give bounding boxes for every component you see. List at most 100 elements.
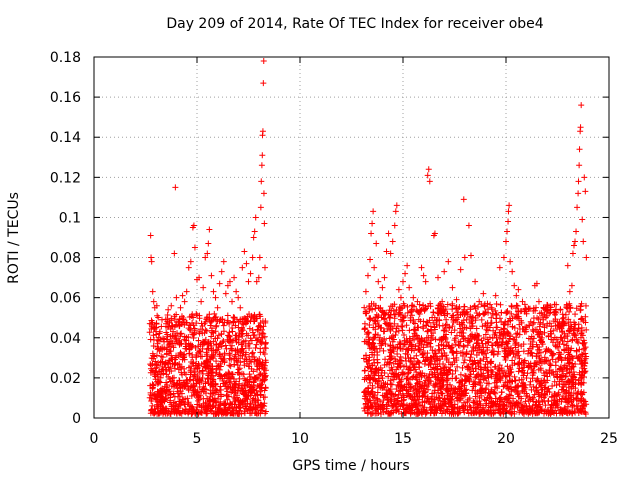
data-point bbox=[248, 365, 255, 372]
data-point bbox=[166, 319, 173, 326]
data-point bbox=[484, 367, 491, 374]
data-point bbox=[493, 339, 500, 346]
data-point bbox=[443, 339, 450, 346]
data-point bbox=[364, 385, 371, 392]
data-point bbox=[488, 407, 495, 414]
data-point bbox=[223, 385, 230, 392]
data-point bbox=[371, 264, 378, 271]
data-point bbox=[430, 319, 437, 326]
data-point bbox=[436, 360, 443, 367]
data-point bbox=[462, 402, 469, 409]
data-point bbox=[208, 327, 215, 334]
data-point bbox=[433, 317, 440, 324]
data-point bbox=[383, 405, 390, 412]
data-point bbox=[147, 389, 154, 396]
data-point bbox=[580, 340, 587, 347]
data-point bbox=[190, 389, 197, 396]
data-point bbox=[235, 366, 242, 373]
data-point bbox=[409, 302, 416, 309]
data-point bbox=[527, 381, 534, 388]
data-point bbox=[572, 360, 579, 367]
data-point bbox=[231, 380, 238, 387]
data-point bbox=[488, 399, 495, 406]
data-point bbox=[380, 347, 387, 354]
data-point bbox=[150, 368, 157, 375]
data-point bbox=[463, 373, 470, 380]
data-point bbox=[178, 313, 185, 320]
y-tick-label: 0.14 bbox=[50, 130, 81, 146]
data-point bbox=[438, 336, 445, 343]
data-point bbox=[414, 335, 421, 342]
data-point bbox=[230, 319, 237, 326]
data-point bbox=[486, 394, 493, 401]
data-point bbox=[488, 358, 495, 365]
data-point bbox=[245, 278, 252, 285]
data-point bbox=[570, 390, 577, 397]
data-point bbox=[445, 399, 452, 406]
data-point bbox=[401, 363, 408, 370]
data-point bbox=[580, 238, 587, 245]
data-point bbox=[423, 322, 430, 329]
data-point bbox=[410, 388, 417, 395]
data-point bbox=[154, 399, 161, 406]
data-point bbox=[559, 338, 566, 345]
data-point bbox=[237, 404, 244, 411]
data-point bbox=[218, 316, 225, 323]
data-point bbox=[444, 310, 451, 317]
data-point bbox=[383, 248, 390, 255]
data-point bbox=[525, 397, 532, 404]
data-point bbox=[437, 365, 444, 372]
data-point bbox=[190, 335, 197, 342]
data-point bbox=[168, 315, 175, 322]
data-point bbox=[260, 190, 267, 197]
data-point bbox=[573, 403, 580, 410]
data-point bbox=[226, 370, 233, 377]
data-point bbox=[262, 318, 269, 325]
data-point bbox=[497, 301, 504, 308]
data-point bbox=[422, 357, 429, 364]
data-point bbox=[195, 328, 202, 335]
data-point bbox=[242, 349, 249, 356]
data-point bbox=[530, 367, 537, 374]
data-point bbox=[364, 272, 371, 279]
data-point bbox=[226, 278, 233, 285]
data-point bbox=[223, 345, 230, 352]
data-point bbox=[401, 410, 408, 417]
data-point bbox=[491, 364, 498, 371]
data-point bbox=[205, 371, 212, 378]
data-point bbox=[473, 340, 480, 347]
data-point bbox=[177, 304, 184, 311]
data-point bbox=[430, 398, 437, 405]
data-point bbox=[473, 309, 480, 316]
data-point bbox=[485, 374, 492, 381]
data-point bbox=[496, 395, 503, 402]
data-point bbox=[185, 387, 192, 394]
data-point bbox=[572, 238, 579, 245]
data-point bbox=[526, 345, 533, 352]
data-point bbox=[191, 244, 198, 251]
data-point bbox=[565, 377, 572, 384]
data-point bbox=[400, 392, 407, 399]
data-point bbox=[403, 322, 410, 329]
data-point bbox=[421, 372, 428, 379]
data-point bbox=[210, 389, 217, 396]
data-point bbox=[448, 345, 455, 352]
data-point bbox=[504, 363, 511, 370]
data-point bbox=[436, 346, 443, 353]
data-point bbox=[426, 317, 433, 324]
data-point bbox=[552, 343, 559, 350]
data-point bbox=[417, 370, 424, 377]
data-point bbox=[249, 350, 256, 357]
data-point bbox=[382, 341, 389, 348]
data-point bbox=[382, 320, 389, 327]
data-point bbox=[490, 310, 497, 317]
data-point bbox=[215, 391, 222, 398]
x-tick-label: 20 bbox=[497, 431, 515, 447]
data-point bbox=[530, 343, 537, 350]
data-point bbox=[174, 385, 181, 392]
data-point bbox=[204, 250, 211, 257]
data-point bbox=[498, 309, 505, 316]
data-point bbox=[527, 335, 534, 342]
data-point bbox=[582, 302, 589, 309]
data-point bbox=[581, 339, 588, 346]
